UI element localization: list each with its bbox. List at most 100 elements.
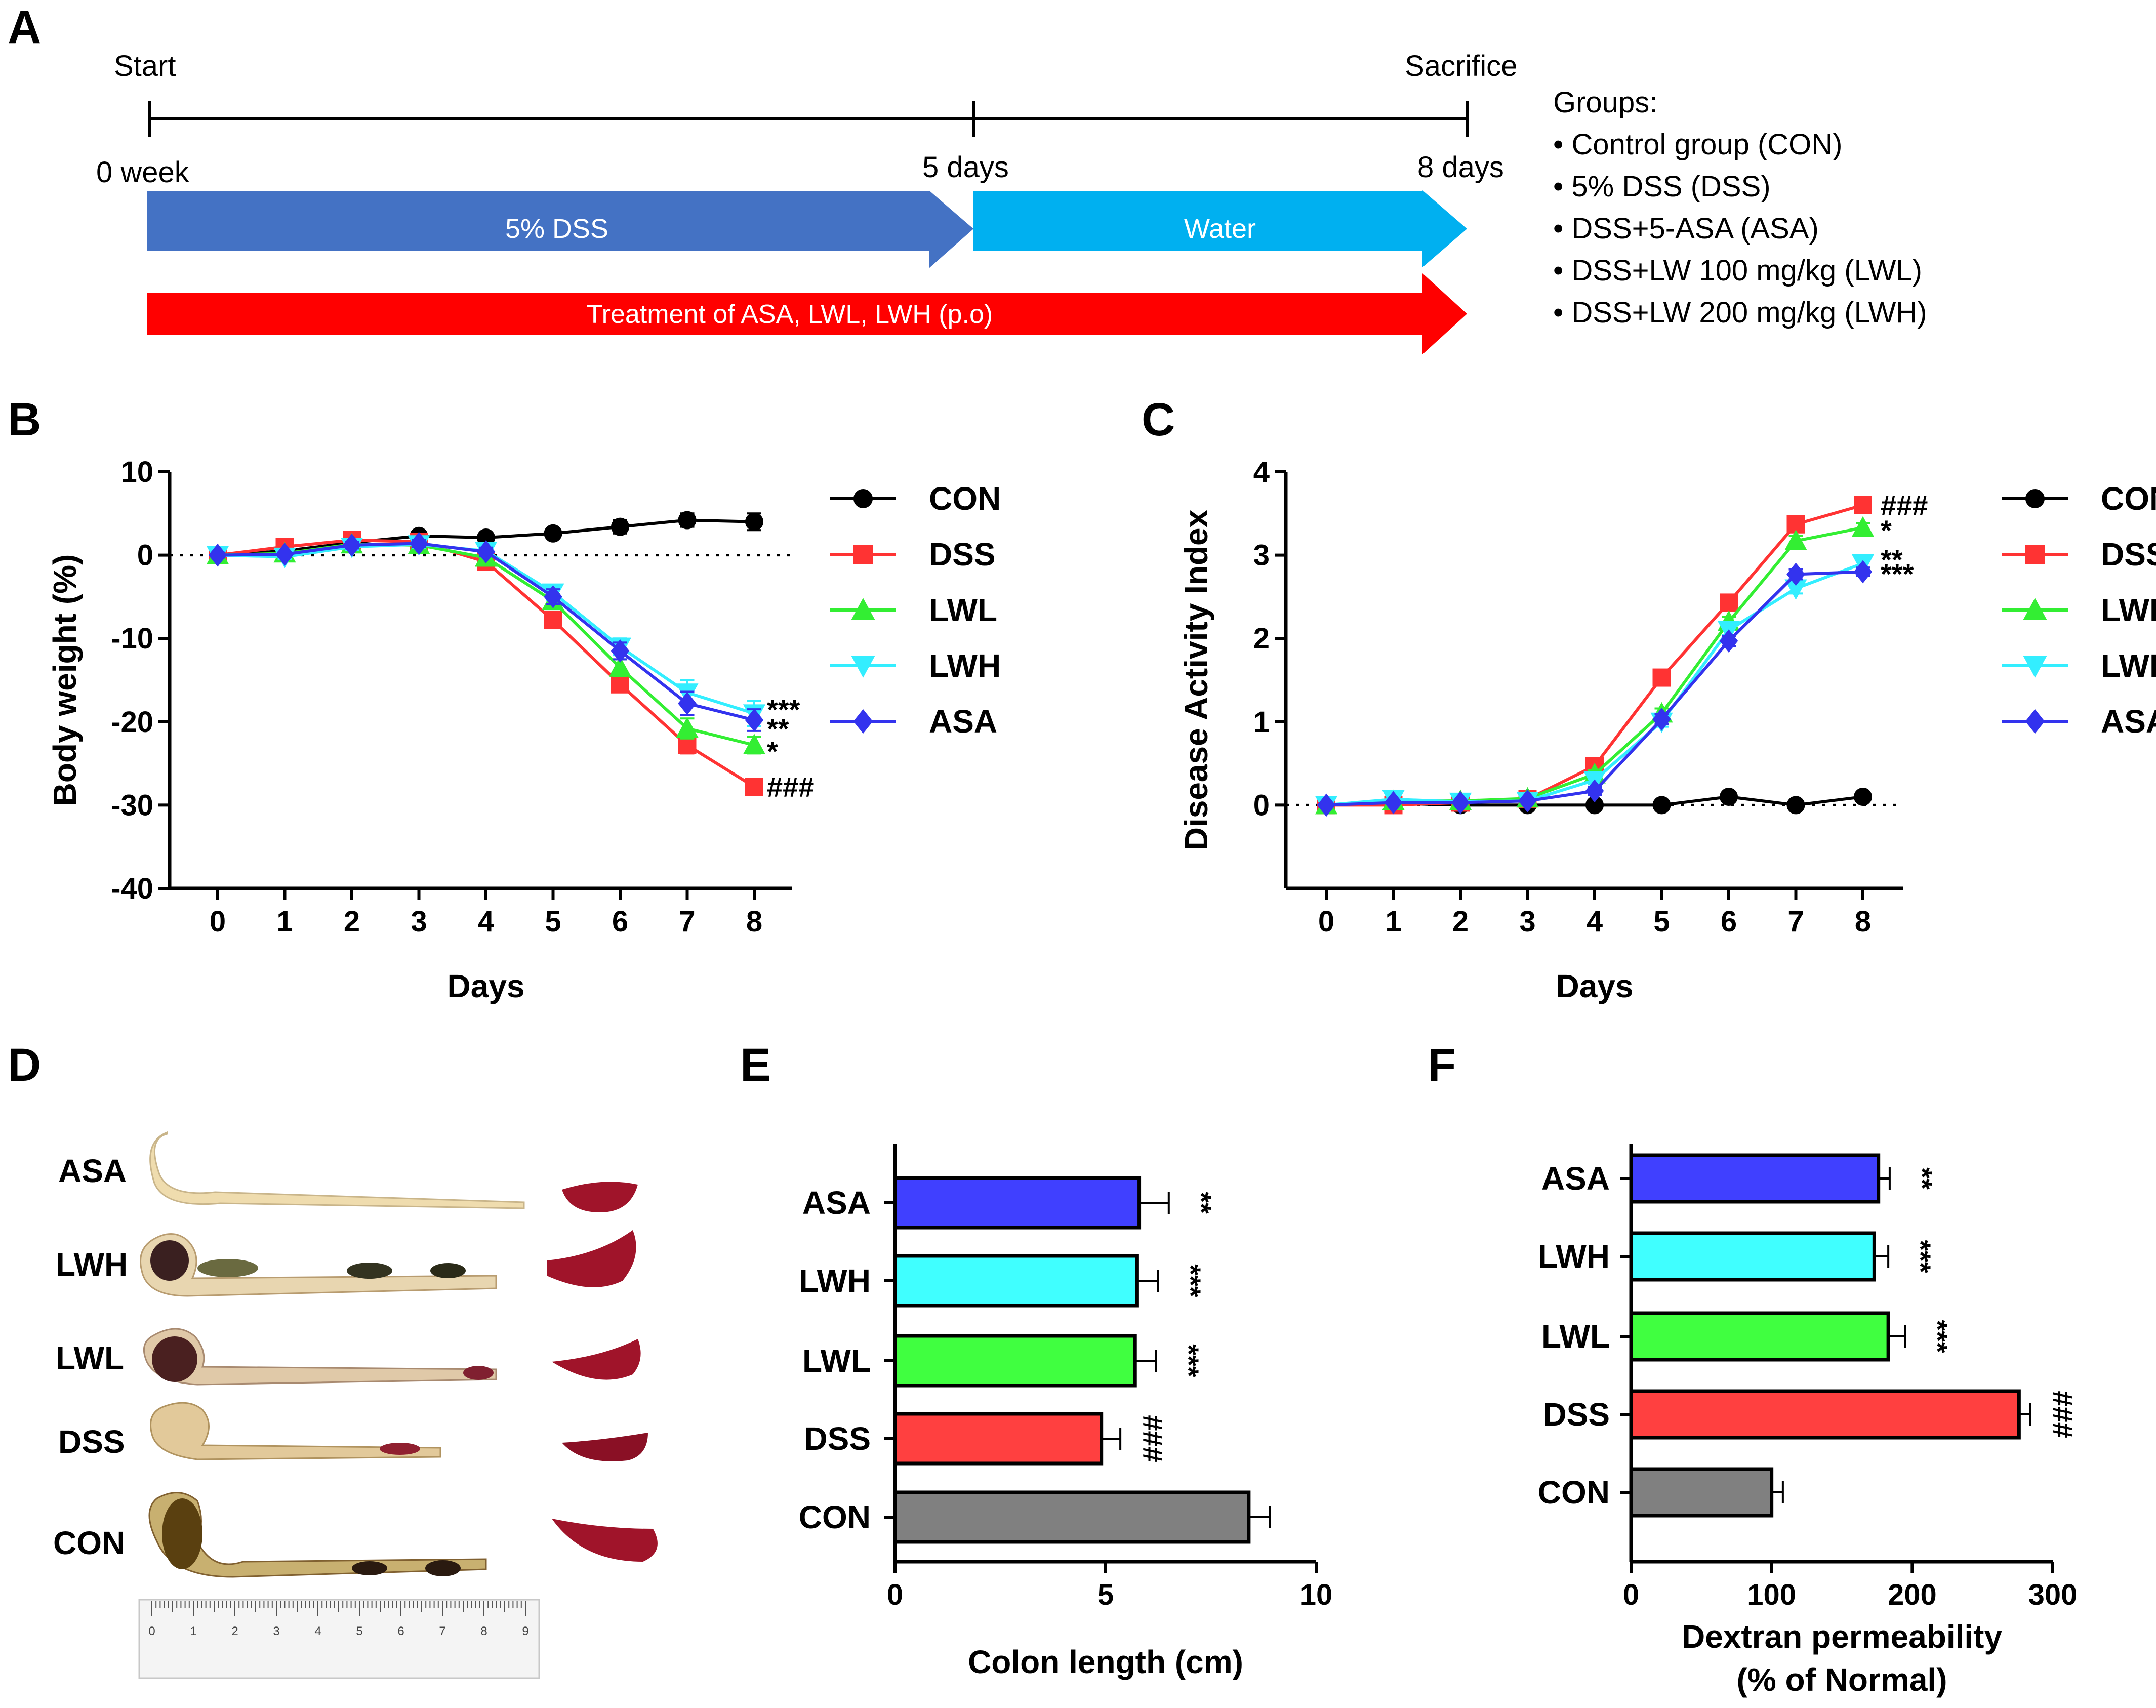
bar-lwl	[893, 1334, 1137, 1388]
ruler-number: 9	[522, 1624, 528, 1638]
significance-label: **	[767, 713, 789, 745]
data-point-con	[745, 512, 763, 531]
significance-label: ***	[1905, 1240, 1937, 1273]
y-tick-label: 4	[1253, 456, 1270, 489]
x-tick-label: 8	[746, 905, 762, 938]
bar-lwh	[1629, 1231, 1876, 1282]
data-point-asa	[342, 533, 361, 557]
timeline-tick5-label: 5 days	[922, 151, 1009, 184]
panel-letter-d: D	[8, 1039, 41, 1091]
data-point-dss	[611, 675, 629, 694]
y-tick-label: 0	[137, 539, 153, 572]
y-tick-label: -20	[111, 706, 153, 739]
data-point-con	[611, 517, 629, 536]
treatment-arrow-label: Treatment of ASA, LWL, LWH (p.o)	[587, 300, 993, 329]
data-point-con	[678, 511, 697, 530]
legend-label-lwh: LWH	[2101, 647, 2156, 684]
data-point-dss	[1652, 668, 1671, 687]
x-tick-label: 3	[1519, 905, 1535, 938]
y-tick-label: 10	[120, 456, 153, 489]
series-line-dss	[217, 538, 755, 788]
x-axis-title: Colon length (cm)	[968, 1644, 1243, 1680]
x-tick-label: 10	[1300, 1578, 1333, 1611]
category-label-con: CON	[1538, 1474, 1610, 1511]
significance-label: **	[1881, 544, 1903, 576]
data-point-asa	[1719, 629, 1738, 653]
category-label-con: CON	[799, 1499, 871, 1535]
data-point-con	[1786, 796, 1805, 815]
legend-label-asa: ASA	[929, 703, 997, 740]
legend-label-con: CON	[2101, 480, 2156, 517]
bar-con	[1629, 1467, 1774, 1518]
groups-title: Groups:	[1553, 86, 1657, 119]
data-point-lwl	[1851, 516, 1875, 537]
y-tick-label: 0	[1253, 789, 1270, 822]
photo-label-dss: DSS	[58, 1424, 125, 1460]
data-point-dss	[1720, 593, 1738, 612]
data-point-dss	[745, 778, 763, 796]
legend-marker-asa	[2025, 709, 2045, 734]
category-label-asa: ASA	[802, 1185, 871, 1221]
x-tick-label: 3	[411, 905, 427, 938]
colon-content	[197, 1259, 258, 1277]
category-label-lwl: LWL	[802, 1343, 871, 1379]
ruler-number: 3	[273, 1624, 279, 1638]
x-tick-label: 0	[1318, 905, 1334, 938]
x-tick-label: 2	[1452, 905, 1469, 938]
significance-label: ***	[767, 694, 800, 725]
x-tick-label: 0	[210, 905, 226, 938]
data-point-con	[544, 524, 562, 543]
colon-content	[380, 1443, 420, 1455]
ruler-number: 6	[397, 1624, 404, 1638]
bar-asa	[1629, 1153, 1881, 1204]
group-item: • DSS+5-ASA (ASA)	[1553, 212, 1819, 245]
data-point-asa	[275, 543, 294, 566]
x-axis-title-line2: (% of Normal)	[1737, 1661, 1947, 1698]
x-tick-label: 6	[1721, 905, 1737, 938]
data-point-asa	[1585, 779, 1604, 803]
significance-label: *	[767, 735, 778, 767]
significance-label: *	[1881, 514, 1892, 546]
legend-marker-asa	[853, 709, 873, 734]
significance-label: ###	[1881, 490, 1928, 521]
panel-letter-b: B	[8, 394, 41, 445]
treatment-arrow	[147, 273, 1467, 354]
x-axis-title: Dextran permeability	[1682, 1618, 2003, 1655]
x-tick-label: 5	[1653, 905, 1670, 938]
x-tick-label: 300	[2028, 1578, 2078, 1611]
significance-label: ###	[2047, 1391, 2079, 1438]
spleen-image	[552, 1519, 658, 1562]
group-item: • DSS+LW 200 mg/kg (LWH)	[1553, 296, 1927, 329]
ruler-number: 7	[439, 1624, 445, 1638]
legend-marker-lwh	[2023, 656, 2047, 678]
legend-label-asa: ASA	[2101, 703, 2156, 740]
bar-con	[893, 1490, 1251, 1544]
ruler-number: 0	[148, 1624, 155, 1638]
colon-content	[152, 1336, 197, 1382]
dss-arrow-label: 5% DSS	[505, 214, 608, 244]
data-point-asa	[1652, 708, 1671, 731]
data-point-asa	[410, 532, 428, 555]
group-item: • Control group (CON)	[1553, 128, 1842, 161]
colon-image	[140, 1233, 497, 1297]
ruler-number: 8	[480, 1624, 487, 1638]
x-axis-title: Days	[448, 968, 525, 1004]
data-point-asa	[208, 543, 227, 567]
x-tick-label: 6	[612, 905, 628, 938]
spleen-image	[552, 1339, 641, 1380]
panel-letter-e: E	[740, 1039, 771, 1091]
panel-d-colon-photos: D ASA LWH LWL DSS CON 0 1 2 3	[8, 1039, 658, 1679]
colon-image	[143, 1328, 497, 1386]
group-item: • DSS+LW 100 mg/kg (LWL)	[1553, 254, 1922, 287]
panel-letter-f: F	[1428, 1039, 1456, 1091]
data-point-asa	[1786, 562, 1805, 586]
photo-label-con: CON	[53, 1525, 125, 1561]
significance-label: **	[1186, 1192, 1217, 1214]
x-tick-label: 7	[679, 905, 695, 938]
category-label-dss: DSS	[1543, 1396, 1610, 1433]
photo-label-lwh: LWH	[56, 1246, 128, 1283]
significance-label: ***	[1175, 1264, 1207, 1297]
water-arrow-label: Water	[1184, 214, 1256, 244]
panel-letter-a: A	[8, 2, 41, 53]
spleen-image	[562, 1433, 648, 1461]
